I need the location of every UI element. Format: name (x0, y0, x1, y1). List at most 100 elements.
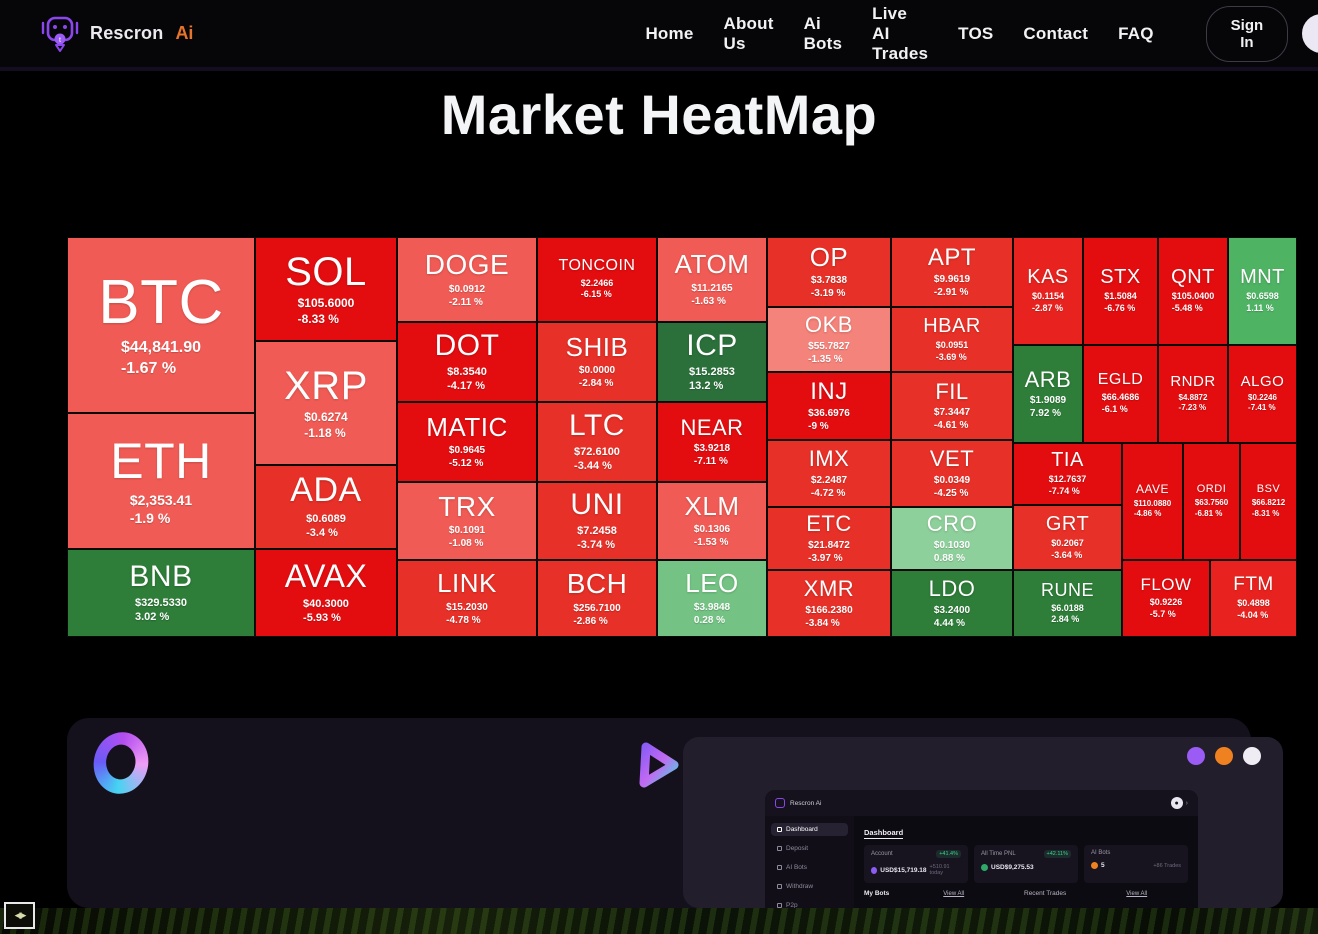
heatmap-tile-op[interactable]: OP $3.7838 -3.19 % (767, 237, 891, 307)
tile-values: $0.0349 -4.25 % (934, 474, 970, 500)
tile-symbol: LEO (685, 568, 739, 599)
tile-symbol: HBAR (923, 314, 981, 337)
heatmap-tile-eth[interactable]: ETH $2,353.41 -1.9 % (67, 413, 255, 549)
nav-tos[interactable]: TOS (958, 23, 994, 43)
mini-recent-trades-row: Recent Trades View All (1024, 890, 1147, 897)
heatmap-tile-btc[interactable]: BTC $44,841.90 -1.67 % (67, 237, 255, 413)
heatmap-tile-qnt[interactable]: QNT $105.0400 -5.48 % (1158, 237, 1228, 345)
heatmap-tile-bch[interactable]: BCH $256.7100 -2.86 % (537, 560, 657, 637)
tile-symbol: BNB (129, 560, 193, 594)
heatmap-tile-trx[interactable]: TRX $0.1091 -1.08 % (397, 482, 537, 560)
heatmap-tile-hbar[interactable]: HBAR $0.0951 -3.69 % (891, 307, 1013, 372)
heatmap-tile-doge[interactable]: DOGE $0.0912 -2.11 % (397, 237, 537, 322)
tile-values: $2,353.41 -1.9 % (130, 491, 192, 527)
heatmap-tile-leo[interactable]: LEO $3.9848 0.28 % (657, 560, 767, 637)
heatmap-tile-avax[interactable]: AVAX $40.3000 -5.93 % (255, 549, 397, 637)
mini-sidebar-ai-bots: AI Bots (771, 861, 848, 874)
heatmap-tile-ordi[interactable]: ORDI $63.7560 -6.81 % (1183, 443, 1240, 560)
tile-values: $9.9619 -2.91 % (934, 273, 970, 299)
heatmap-tile-xmr[interactable]: XMR $166.2380 -3.84 % (767, 570, 891, 637)
tile-symbol: LINK (437, 568, 497, 599)
heatmap-tile-ldo[interactable]: LDO $3.2400 4.44 % (891, 570, 1013, 637)
tile-change: -2.86 % (573, 615, 608, 627)
heatmap-tile-icp[interactable]: ICP $15.2853 13.2 % (657, 322, 767, 402)
tile-change: -6.15 % (580, 289, 612, 300)
tile-symbol: NEAR (680, 414, 744, 440)
heatmap-tile-aave[interactable]: AAVE $110.0880 -4.86 % (1122, 443, 1183, 560)
tile-values: $6.0188 2.84 % (1051, 603, 1084, 626)
heatmap-tile-toncoin[interactable]: TONCOIN $2.2466 -6.15 % (537, 237, 657, 322)
heatmap-tile-vet[interactable]: VET $0.0349 -4.25 % (891, 440, 1013, 507)
heatmap-tile-fil[interactable]: FIL $7.3447 -4.61 % (891, 372, 1013, 440)
heatmap-tile-ftm[interactable]: FTM $0.4898 -4.04 % (1210, 560, 1297, 637)
heatmap-tile-dot[interactable]: DOT $8.3540 -4.17 % (397, 322, 537, 402)
tile-price: $0.9226 (1149, 597, 1183, 608)
heatmap-tile-xrp[interactable]: XRP $0.6274 -1.18 % (255, 341, 397, 465)
tile-symbol: ORDI (1196, 482, 1227, 495)
heatmap-tile-mnt[interactable]: MNT $0.6598 1.11 % (1228, 237, 1297, 345)
heatmap-tile-flow[interactable]: FLOW $0.9226 -5.7 % (1122, 560, 1210, 637)
mini-recent-trades-title: Recent Trades (1024, 890, 1067, 897)
heatmap-tile-egld[interactable]: EGLD $66.4686 -6.1 % (1083, 345, 1158, 443)
mini-my-bots-title: My Bots (864, 890, 890, 897)
heatmap-tile-kas[interactable]: KAS $0.1154 -2.87 % (1013, 237, 1083, 345)
tile-symbol: STX (1100, 266, 1141, 289)
heatmap-tile-xlm[interactable]: XLM $0.1306 -1.53 % (657, 482, 767, 560)
tile-price: $2.2487 (810, 474, 848, 486)
heatmap-tile-ada[interactable]: ADA $0.6089 -3.4 % (255, 465, 397, 549)
heatmap-tile-bnb[interactable]: BNB $329.5330 3.02 % (67, 549, 255, 637)
tile-values: $0.9226 -5.7 % (1150, 597, 1183, 620)
heatmap-tile-rndr[interactable]: RNDR $4.8872 -7.23 % (1158, 345, 1228, 443)
tile-values: $166.2380 -3.84 % (805, 604, 852, 630)
heatmap-tile-inj[interactable]: INJ $36.6976 -9 % (767, 372, 891, 440)
tile-price: $12.7637 (1048, 474, 1087, 485)
tile-change: -5.7 % (1149, 608, 1176, 619)
tile-symbol: RUNE (1040, 579, 1094, 600)
heatmap-tile-near[interactable]: NEAR $3.9218 -7.11 % (657, 402, 767, 482)
mini-bots-card: AI Bots 5 +86 Trades (1084, 845, 1188, 883)
tile-values: $7.2458 -3.74 % (577, 524, 617, 553)
tile-values: $63.7560 -6.81 % (1195, 498, 1228, 519)
heatmap-tile-stx[interactable]: STX $1.5084 -6.76 % (1083, 237, 1158, 345)
heatmap-tile-bsv[interactable]: BSV $66.8212 -8.31 % (1240, 443, 1297, 560)
dashboard-mockup-card: Rescron Ai ● › Dashboard Deposit AI Bots… (683, 737, 1283, 908)
sign-up-button[interactable]: Sign Up → (1302, 14, 1318, 53)
mini-dashboard: Rescron Ai ● › Dashboard Deposit AI Bots… (765, 790, 1198, 908)
heatmap-tile-sol[interactable]: SOL $105.6000 -8.33 % (255, 237, 397, 341)
sign-in-button[interactable]: Sign In (1205, 5, 1289, 62)
tile-values: $66.8212 -8.31 % (1252, 498, 1285, 519)
nav-about-us[interactable]: About Us (723, 13, 774, 53)
nav-contact[interactable]: Contact (1023, 23, 1089, 43)
heatmap-tile-shib[interactable]: SHIB $0.0000 -2.84 % (537, 322, 657, 402)
heatmap-tile-imx[interactable]: IMX $2.2487 -4.72 % (767, 440, 891, 507)
tile-price: $0.1306 (693, 524, 731, 536)
heatmap-tile-ltc[interactable]: LTC $72.6100 -3.44 % (537, 402, 657, 482)
window-dot-purple (1187, 747, 1205, 765)
nav-home[interactable]: Home (645, 23, 694, 43)
heatmap-tile-tia[interactable]: TIA $12.7637 -7.74 % (1013, 443, 1122, 505)
heatmap-tile-link[interactable]: LINK $15.2030 -4.78 % (397, 560, 537, 637)
tile-symbol: IMX (808, 446, 850, 472)
heatmap-tile-matic[interactable]: MATIC $0.9645 -5.12 % (397, 402, 537, 482)
video-overlay-control-icon[interactable]: ◀▶ (4, 902, 35, 929)
nav-faq[interactable]: FAQ (1118, 23, 1154, 43)
heatmap-tile-cro[interactable]: CRO $0.1030 0.88 % (891, 507, 1013, 570)
heatmap-tile-etc[interactable]: ETC $21.8472 -3.97 % (767, 507, 891, 570)
tile-change: -1.35 % (808, 353, 843, 365)
heatmap-tile-grt[interactable]: GRT $0.2067 -3.64 % (1013, 505, 1122, 570)
nav-ai-bots[interactable]: Ai Bots (803, 13, 843, 53)
heatmap-tile-algo[interactable]: ALGO $0.2246 -7.41 % (1228, 345, 1297, 443)
nav-live-ai-trades[interactable]: Live AI Trades (872, 3, 929, 63)
heatmap-tile-uni[interactable]: UNI $7.2458 -3.74 % (537, 482, 657, 560)
heatmap-tile-apt[interactable]: APT $9.9619 -2.91 % (891, 237, 1013, 307)
brand[interactable]: t Rescron Ai (38, 11, 193, 57)
heatmap-tile-atom[interactable]: ATOM $11.2165 -1.63 % (657, 237, 767, 322)
heatmap-tile-rune[interactable]: RUNE $6.0188 2.84 % (1013, 570, 1122, 637)
tile-change: -4.86 % (1133, 509, 1162, 519)
mini-p2p-icon (777, 903, 782, 908)
tile-price: $0.1091 (448, 525, 486, 537)
heatmap-tile-okb[interactable]: OKB $55.7827 -1.35 % (767, 307, 891, 372)
tile-change: -3.4 % (306, 527, 338, 540)
heatmap-tile-arb[interactable]: ARB $1.9089 7.92 % (1013, 345, 1083, 443)
